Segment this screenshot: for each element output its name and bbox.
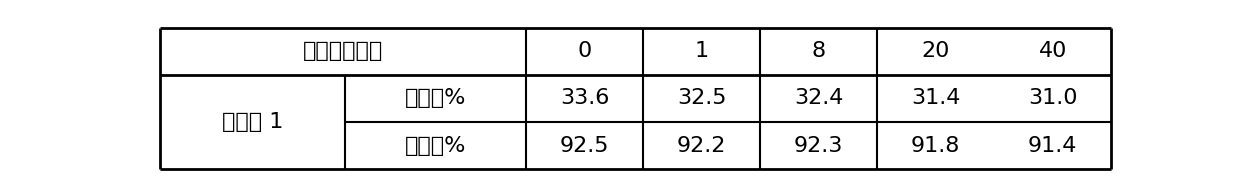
Text: 8: 8 bbox=[812, 41, 826, 61]
Text: 40: 40 bbox=[1038, 41, 1066, 61]
Text: 烧炭再生次数: 烧炭再生次数 bbox=[303, 41, 383, 61]
Text: 31.4: 31.4 bbox=[911, 89, 960, 108]
Text: 转化率%: 转化率% bbox=[405, 89, 466, 108]
Text: 32.5: 32.5 bbox=[677, 89, 727, 108]
Text: 1: 1 bbox=[694, 41, 709, 61]
Text: 91.4: 91.4 bbox=[1028, 136, 1078, 156]
Text: 0: 0 bbox=[578, 41, 591, 61]
Text: 对比例 1: 对比例 1 bbox=[222, 112, 283, 132]
Text: 选择性%: 选择性% bbox=[405, 136, 466, 156]
Text: 91.8: 91.8 bbox=[911, 136, 960, 156]
Text: 92.3: 92.3 bbox=[794, 136, 843, 156]
Text: 32.4: 32.4 bbox=[794, 89, 843, 108]
Text: 92.2: 92.2 bbox=[677, 136, 727, 156]
Text: 20: 20 bbox=[921, 41, 950, 61]
Text: 33.6: 33.6 bbox=[560, 89, 609, 108]
Text: 31.0: 31.0 bbox=[1028, 89, 1078, 108]
Text: 92.5: 92.5 bbox=[559, 136, 609, 156]
